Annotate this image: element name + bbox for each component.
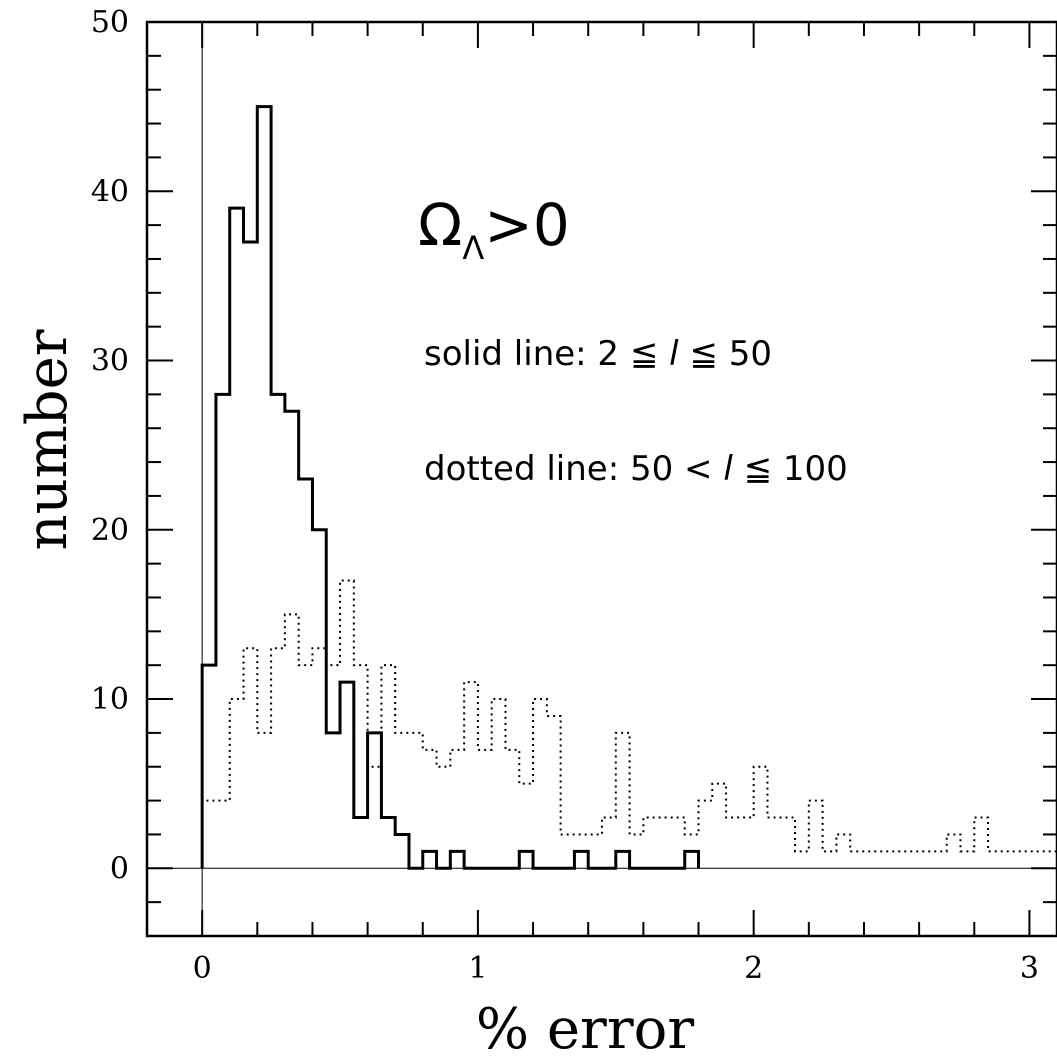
y-tick-label: 20: [91, 513, 129, 548]
tick-labels: 0 10 20 30 40 50 0 1 2 3: [91, 5, 1039, 986]
y-tick-label: 0: [110, 851, 129, 886]
x-tick-label: 2: [744, 951, 763, 986]
y-axis-label: number: [15, 329, 80, 550]
x-tick-label: 1: [468, 951, 487, 986]
x-axis-label: % error: [476, 997, 694, 1057]
x-tick-label: 0: [193, 951, 212, 986]
y-tick-label: 10: [91, 682, 129, 717]
solid-line-series: [200, 105, 701, 870]
annotation-solid-line: solid line: 2 ≦ l ≦ 50: [424, 334, 772, 374]
y-tick-label: 40: [91, 174, 129, 209]
plot-frame: [145, 20, 1057, 938]
y-tick-label: 30: [91, 344, 129, 379]
annotation-dotted-line: dotted line: 50 < l ≦ 100: [424, 449, 848, 489]
histogram-series: [200, 105, 1057, 870]
x-tick-label: 3: [1020, 951, 1039, 986]
y-tick-label: 50: [91, 5, 129, 40]
dotted-line-series: [201, 579, 1057, 870]
annotation-omega-lambda: ΩΛ>0: [418, 191, 570, 267]
